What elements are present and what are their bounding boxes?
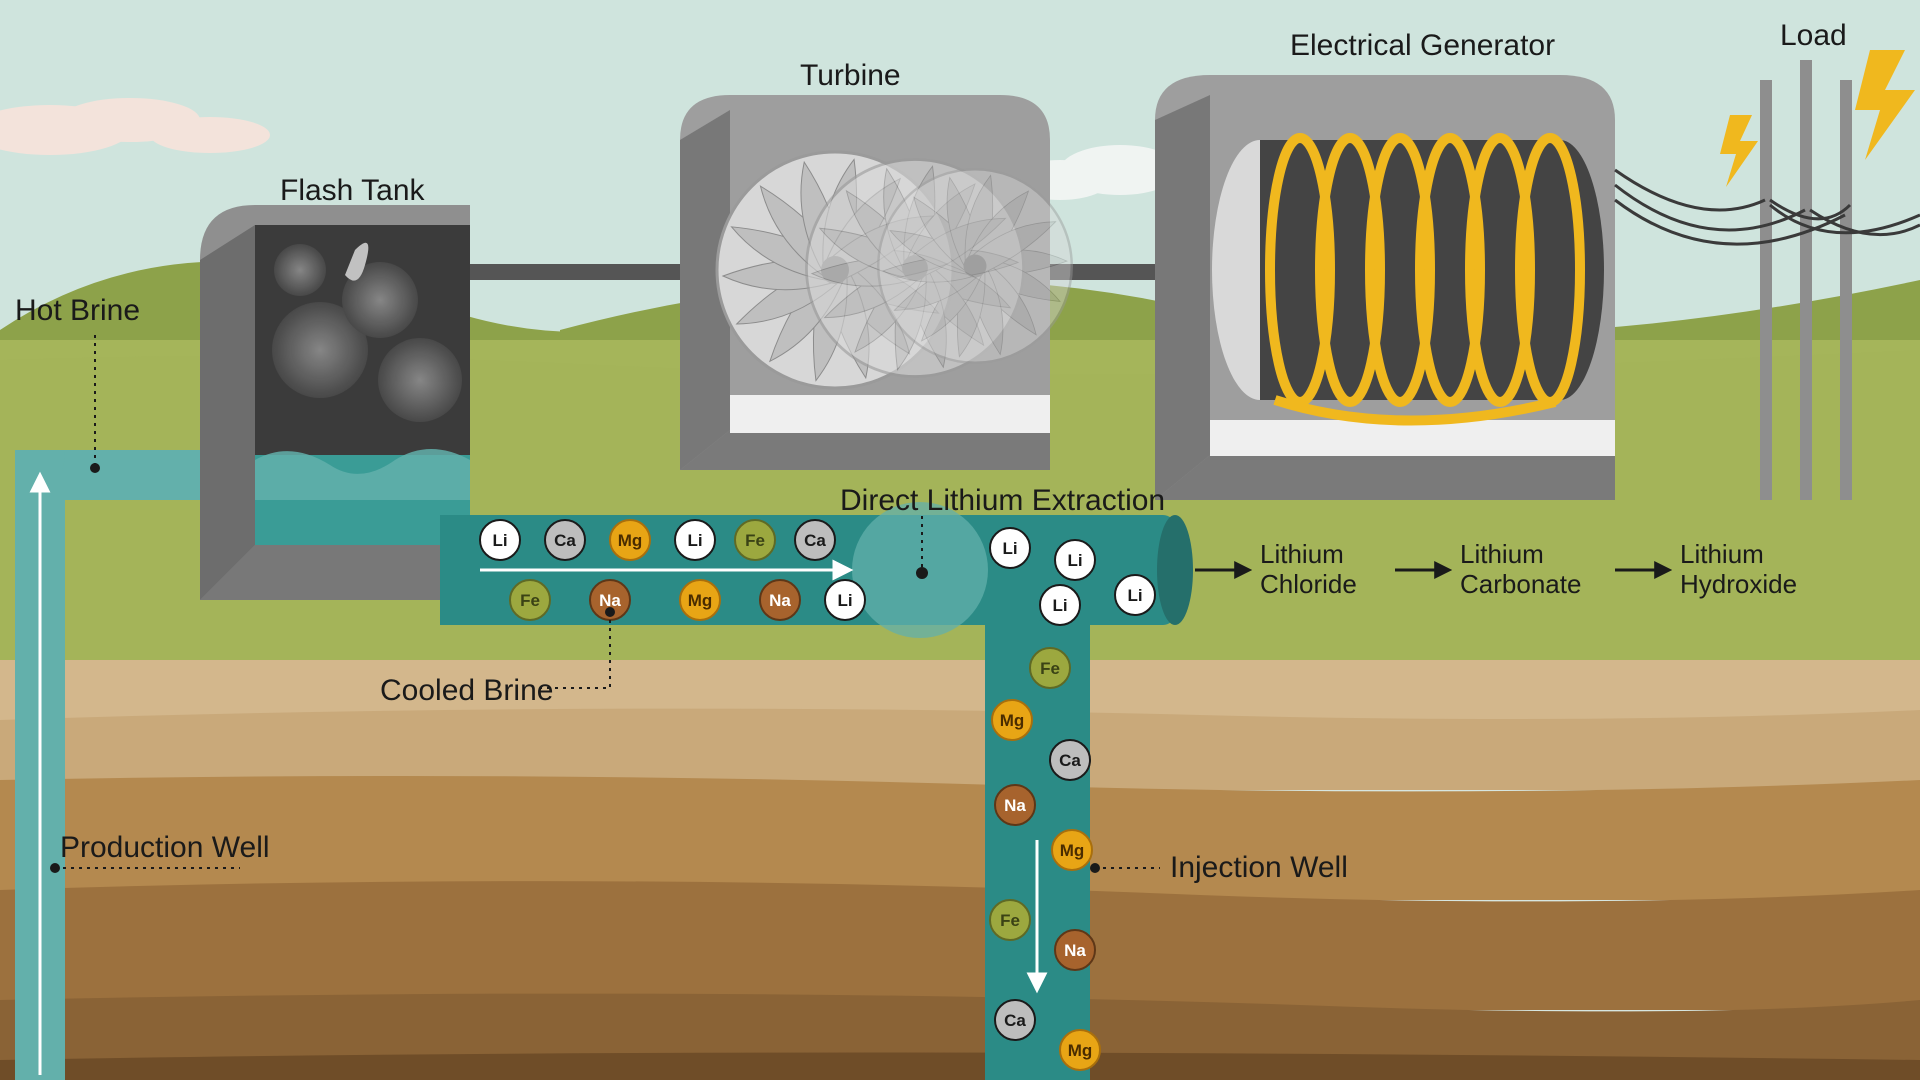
li-ion: Li [675, 520, 715, 560]
li-ion: Li [825, 580, 865, 620]
flash-tank [200, 205, 470, 600]
svg-text:Mg: Mg [688, 591, 713, 610]
li-ion: Li [990, 528, 1030, 568]
injection-well-label: Injection Well [1170, 851, 1348, 884]
svg-text:Li: Li [687, 531, 702, 550]
svg-text:Mg: Mg [1000, 711, 1025, 730]
svg-text:Mg: Mg [618, 531, 643, 550]
mg-ion: Mg [1052, 830, 1092, 870]
ground-layer-3 [0, 776, 1920, 900]
svg-text:Fe: Fe [1000, 911, 1020, 930]
lithium-chloride-label: LithiumChloride [1260, 539, 1357, 599]
li-ion: Li [480, 520, 520, 560]
ca-ion: Ca [995, 1000, 1035, 1040]
svg-text:Li: Li [1002, 539, 1017, 558]
fe-ion: Fe [1030, 648, 1070, 688]
fe-ion: Fe [510, 580, 550, 620]
svg-text:Li: Li [492, 531, 507, 550]
na-ion: Na [1055, 930, 1095, 970]
svg-text:Fe: Fe [520, 591, 540, 610]
load-label: Load [1780, 19, 1847, 52]
ground-layer-4 [0, 881, 1920, 1010]
svg-text:Li: Li [1127, 586, 1142, 605]
ground-layer-6 [0, 1053, 1920, 1080]
mg-ion: Mg [680, 580, 720, 620]
flash-tank-label: Flash Tank [280, 174, 426, 207]
ca-ion: Ca [795, 520, 835, 560]
mg-ion: Mg [610, 520, 650, 560]
generator-label: Electrical Generator [1290, 29, 1555, 62]
svg-text:Na: Na [769, 591, 791, 610]
turbine-label: Turbine [800, 59, 901, 92]
mg-ion: Mg [992, 700, 1032, 740]
li-ion: Li [1040, 585, 1080, 625]
svg-text:Fe: Fe [745, 531, 765, 550]
shaft-1 [470, 264, 685, 280]
li-ion: Li [1055, 540, 1095, 580]
svg-text:Li: Li [1067, 551, 1082, 570]
svg-text:Fe: Fe [1040, 659, 1060, 678]
ca-ion: Ca [1050, 740, 1090, 780]
cooled-brine-label: Cooled Brine [380, 674, 553, 707]
electrical-generator [1155, 75, 1615, 500]
mg-ion: Mg [1060, 1030, 1100, 1070]
svg-text:Ca: Ca [1059, 751, 1081, 770]
dle-label: Direct Lithium Extraction [840, 484, 1165, 517]
svg-text:Mg: Mg [1068, 1041, 1093, 1060]
production-well-label: Production Well [60, 831, 270, 864]
svg-text:Ca: Ca [1004, 1011, 1026, 1030]
svg-text:Mg: Mg [1060, 841, 1085, 860]
ca-ion: Ca [545, 520, 585, 560]
svg-text:Ca: Ca [804, 531, 826, 550]
na-ion: Na [995, 785, 1035, 825]
na-ion: Na [760, 580, 800, 620]
hot-brine-label: Hot Brine [15, 294, 140, 327]
svg-text:Li: Li [837, 591, 852, 610]
li-ion: Li [1115, 575, 1155, 615]
fe-ion: Fe [735, 520, 775, 560]
fe-ion: Fe [990, 900, 1030, 940]
svg-text:Na: Na [1004, 796, 1026, 815]
svg-text:Ca: Ca [554, 531, 576, 550]
turbine [680, 95, 1072, 470]
svg-text:Na: Na [1064, 941, 1086, 960]
geothermal-diagram: Li Ca Mg Li Fe Ca Fe Na Mg Na Li Li Li Li Li Fe Mg Ca Na M… [0, 0, 1920, 1080]
svg-text:Li: Li [1052, 596, 1067, 615]
